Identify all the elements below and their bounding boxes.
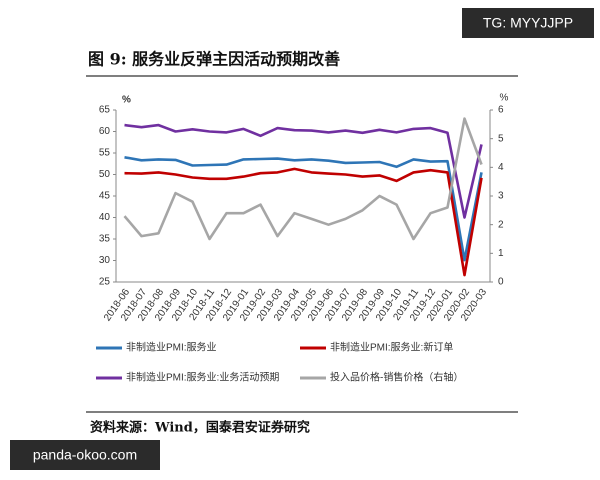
- y-tick-label: 30: [99, 255, 111, 266]
- y2-tick-label: 3: [498, 191, 504, 202]
- y2-tick-label: 2: [498, 219, 504, 230]
- y-unit: %: [122, 95, 131, 106]
- y2-tick-label: 4: [498, 162, 504, 173]
- y-tick-label: 45: [99, 191, 111, 202]
- source: 资料来源：Wind，国泰君安证券研究: [90, 420, 310, 436]
- line-series: [124, 156, 483, 262]
- y2-tick-label: 5: [498, 133, 504, 144]
- y-tick-label: 40: [99, 212, 111, 223]
- legend-label: 非制造业PMI:服务业:新订单: [330, 341, 453, 354]
- y-tick-label: 65: [99, 105, 111, 116]
- line-series: [123, 117, 483, 241]
- y2-unit: %: [500, 93, 509, 104]
- watermark-box: [462, 8, 594, 38]
- legend-label: 非制造业PMI:服务业:业务活动预期: [126, 371, 279, 384]
- y2-tick-label: 0: [498, 277, 504, 288]
- y2-tick-label: 1: [498, 248, 504, 259]
- y-tick-label: 60: [99, 126, 111, 137]
- y-tick-label: 50: [99, 169, 111, 180]
- watermark-box: [10, 440, 160, 470]
- watermark: TG: MYYJJPP: [483, 15, 573, 31]
- y2-tick-label: 6: [498, 105, 504, 116]
- y-tick-label: 35: [99, 234, 111, 245]
- line-series: [124, 123, 483, 219]
- legend-label: 投入品价格-销售价格（右轴）: [330, 371, 463, 384]
- watermark: panda-okoo.com: [33, 447, 137, 463]
- y-tick-label: 55: [99, 148, 111, 159]
- line-series: [124, 167, 483, 277]
- y-tick-label: 25: [99, 277, 111, 288]
- chart-title: 图 9: 服务业反弹主因活动预期改善: [88, 50, 340, 69]
- legend-label: 非制造业PMI:服务业: [126, 341, 217, 354]
